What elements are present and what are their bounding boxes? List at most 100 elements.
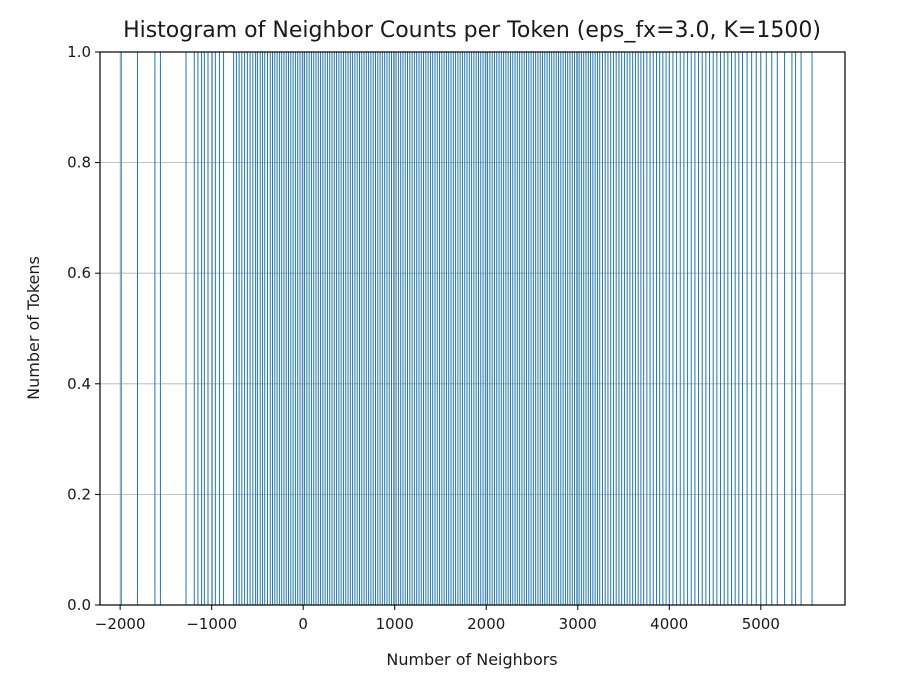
histogram-bar <box>521 52 523 605</box>
histogram-bar <box>425 52 427 605</box>
histogram-bar <box>266 52 268 605</box>
histogram-bar <box>676 52 678 605</box>
histogram-bar <box>259 52 261 605</box>
histogram-bar <box>185 52 187 605</box>
histogram-bar <box>512 52 514 605</box>
histogram-bar <box>288 52 290 605</box>
histogram-bar <box>746 52 748 605</box>
histogram-bar <box>211 52 213 605</box>
histogram-bar <box>349 52 351 605</box>
histogram-bar <box>765 52 767 605</box>
histogram-bar <box>471 52 473 605</box>
histogram-bar <box>379 52 381 605</box>
histogram-bar <box>546 52 548 605</box>
histogram-bar <box>553 52 555 605</box>
histogram-bar <box>496 52 498 605</box>
histogram-bar <box>223 52 225 605</box>
histogram-bar <box>716 52 718 605</box>
histogram-bar <box>413 52 415 605</box>
histogram-bar <box>587 52 589 605</box>
histogram-bar <box>464 52 466 605</box>
histogram-bar <box>741 52 743 605</box>
histogram-bar <box>562 52 564 605</box>
histogram-bar <box>607 52 609 605</box>
histogram-bar <box>443 52 445 605</box>
y-tick-label: 0.4 <box>67 375 91 393</box>
histogram-bar <box>388 52 390 605</box>
histogram-bar <box>731 52 733 605</box>
histogram-bar <box>571 52 573 605</box>
histogram-bars <box>120 52 813 605</box>
histogram-bar <box>400 52 402 605</box>
histogram-bar <box>569 52 571 605</box>
y-axis-ticks: 0.0 0.2 0.4 0.6 0.8 1.0 <box>67 43 100 614</box>
histogram-bar <box>320 52 322 605</box>
x-tick-label: −1000 <box>186 615 237 633</box>
histogram-bar <box>120 52 122 605</box>
histogram-bar <box>629 52 631 605</box>
histogram-bar <box>441 52 443 605</box>
histogram-bar <box>567 52 569 605</box>
histogram-bar <box>322 52 324 605</box>
x-tick-label: 1000 <box>376 615 414 633</box>
histogram-bar <box>811 52 813 605</box>
histogram-bar <box>551 52 553 605</box>
histogram-bar <box>370 52 372 605</box>
histogram-bar <box>637 52 639 605</box>
histogram-bar <box>306 52 308 605</box>
histogram-bar <box>466 52 468 605</box>
histogram-bar <box>324 52 326 605</box>
histogram-bar <box>751 52 753 605</box>
histogram-bar <box>655 52 657 605</box>
histogram-bar <box>548 52 550 605</box>
histogram-bar <box>294 52 296 605</box>
histogram-bar <box>439 52 441 605</box>
histogram-bar <box>491 52 493 605</box>
histogram-bar <box>333 52 335 605</box>
histogram-bar <box>372 52 374 605</box>
histogram-bar <box>197 52 199 605</box>
histogram-bar <box>272 52 274 605</box>
histogram-bar <box>539 52 541 605</box>
histogram-bar <box>214 52 216 605</box>
histogram-bar <box>358 52 360 605</box>
histogram-bar <box>574 52 576 605</box>
histogram-bar <box>290 52 292 605</box>
histogram-bar <box>434 52 436 605</box>
histogram-bar <box>235 52 237 605</box>
histogram-bar <box>507 52 509 605</box>
histogram-bar <box>384 52 386 605</box>
histogram-bar <box>393 52 395 605</box>
histogram-bar <box>381 52 383 605</box>
histogram-bar <box>411 52 413 605</box>
histogram-bar <box>363 52 365 605</box>
histogram-bar <box>475 52 477 605</box>
histogram-bar <box>487 52 489 605</box>
histogram-bar <box>313 52 315 605</box>
y-tick-label: 0.6 <box>67 264 91 282</box>
x-axis-ticks: −2000 −1000 0 1000 2000 3000 4000 5000 <box>95 605 780 633</box>
histogram-bar <box>712 52 714 605</box>
histogram-bar <box>705 52 707 605</box>
histogram-bar <box>345 52 347 605</box>
histogram-bar <box>791 52 793 605</box>
histogram-bar <box>354 52 356 605</box>
histogram-bar <box>516 52 518 605</box>
histogram-bar <box>238 52 240 605</box>
histogram-bar <box>555 52 557 605</box>
histogram-bar <box>420 52 422 605</box>
histogram-bar <box>482 52 484 605</box>
x-tick-label: 2000 <box>467 615 505 633</box>
histogram-bar <box>256 52 258 605</box>
histogram-bar <box>526 52 527 605</box>
histogram-bar <box>601 52 603 605</box>
x-tick-label: 3000 <box>559 615 597 633</box>
histogram-bar <box>429 52 431 605</box>
histogram-bar <box>734 52 736 605</box>
histogram-bar <box>352 52 354 605</box>
chart-title: Histogram of Neighbor Counts per Token (… <box>123 18 821 43</box>
histogram-bar <box>720 52 722 605</box>
histogram-bar <box>760 52 762 605</box>
histogram-bar <box>659 52 661 605</box>
histogram-bar <box>201 52 203 605</box>
